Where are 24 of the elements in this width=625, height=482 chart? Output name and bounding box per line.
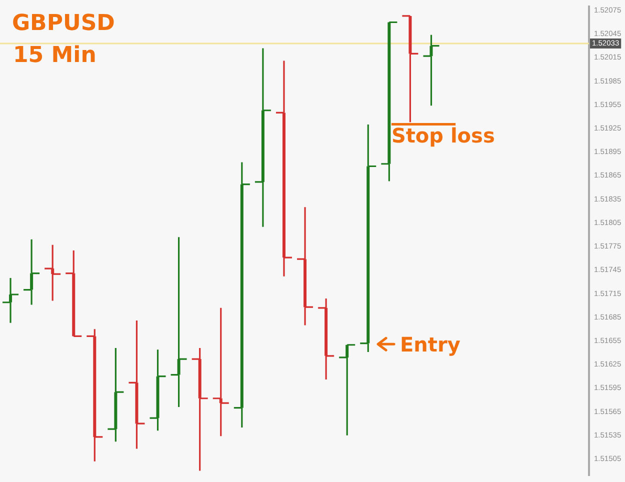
candlestick [2,277,19,324]
chart-title: GBPUSD [12,11,115,36]
candlestick [423,34,440,106]
candlestick [254,47,271,228]
candlestick [276,60,292,278]
candlestick [360,124,376,353]
candlestick [128,320,145,450]
candlestick [108,347,124,442]
candlestick [339,344,356,436]
candlestick [318,298,334,380]
candlestick [44,244,61,302]
candlestick [24,238,40,306]
candlestick [212,307,229,437]
candlestick [297,206,314,326]
annotation: Entry [400,332,460,356]
candlestick [66,250,82,338]
text: 15 Min [13,43,96,68]
candlestick [170,236,187,408]
candlestick [86,328,103,462]
candlestick [402,15,418,123]
candlestick [150,348,166,432]
candlestick [192,347,208,472]
annotation: Stop loss [391,123,495,148]
candlestick [234,162,250,428]
